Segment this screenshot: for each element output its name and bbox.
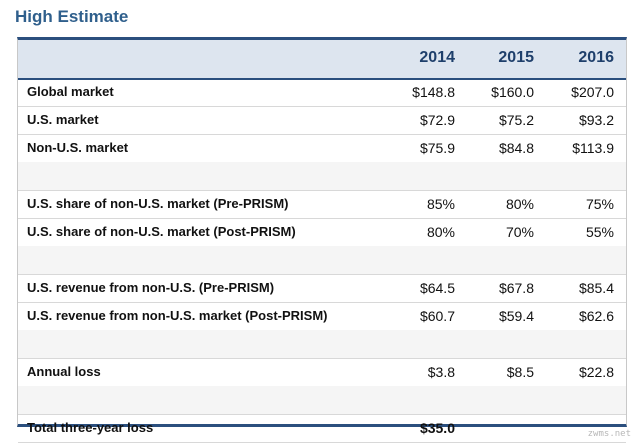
table-row: U.S. revenue from non-U.S. (Pre-PRISM) $6… [18,274,626,303]
cell-2014: $3.8 [375,364,455,380]
row-label: Total three-year loss [27,420,153,435]
cell-2014: $72.9 [375,112,455,128]
watermark: zwms.net [588,429,631,439]
cell-2016: $93.2 [534,112,614,128]
row-label: U.S. share of non-U.S. market (Post-PRIS… [27,224,296,239]
cell-2015: $84.8 [454,140,534,156]
table-row: Global market $148.8$160.0$207.0 [18,78,626,107]
cell-2015: $67.8 [454,280,534,296]
spacer-row [18,162,626,191]
table-row: Annual loss $3.8$8.5$22.8 [18,358,626,387]
cell-2014: $64.5 [375,280,455,296]
table-header: 2014 2015 2016 [18,40,626,80]
cell-2015: 70% [454,224,534,240]
cell-2016: 55% [534,224,614,240]
row-label: Global market [27,84,114,99]
cell-2014: $75.9 [375,140,455,156]
cell-2014: $148.8 [375,84,455,100]
cell-2015: $75.2 [454,112,534,128]
cell-2016: $85.4 [534,280,614,296]
data-table: 2014 2015 2016 Global market $148.8$160.0… [17,37,627,427]
cell-2014: 80% [375,224,455,240]
cell-2016: $113.9 [534,140,614,156]
column-header-2014: 2014 [375,49,455,67]
table-row: U.S. market $72.9$75.2$93.2 [18,106,626,135]
table-row: U.S. share of non-U.S. market (Post-PRIS… [18,218,626,247]
cell-2016: 75% [534,196,614,212]
cell-2016: $22.8 [534,364,614,380]
cell-2014: $60.7 [375,308,455,324]
cell-2015: $8.5 [454,364,534,380]
row-label: U.S. revenue from non-U.S. (Pre-PRISM) [27,280,274,295]
spacer-row [18,330,626,359]
table-row: Total three-year loss $35.0 [18,414,626,443]
cell-2015: 80% [454,196,534,212]
page-title: High Estimate [15,7,128,27]
cell-2014: 85% [375,196,455,212]
row-label: U.S. market [27,112,99,127]
row-label: U.S. share of non-U.S. market (Pre-PRISM… [27,196,289,211]
column-header-2016: 2016 [534,49,614,67]
table-row: U.S. revenue from non-U.S. market (Post-… [18,302,626,331]
table-row: U.S. share of non-U.S. market (Pre-PRISM… [18,190,626,219]
row-label: Annual loss [27,364,101,379]
cell-2014: $35.0 [375,420,455,436]
cell-2016: $62.6 [534,308,614,324]
spacer-row [18,386,626,415]
table-row: Non-U.S. market $75.9$84.8$113.9 [18,134,626,163]
column-header-2015: 2015 [454,49,534,67]
row-label: Non-U.S. market [27,140,128,155]
cell-2015: $160.0 [454,84,534,100]
cell-2016: $207.0 [534,84,614,100]
row-label: U.S. revenue from non-U.S. market (Post-… [27,308,328,323]
cell-2015: $59.4 [454,308,534,324]
spacer-row [18,246,626,275]
